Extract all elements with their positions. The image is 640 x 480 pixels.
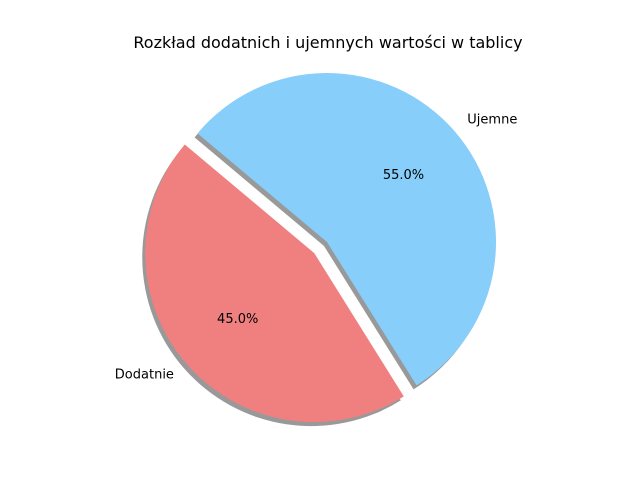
slice-label-dodatnie: Dodatnie [115,368,174,383]
chart-title: Rozkład dodatnich i ujemnych wartości w … [133,33,523,52]
slice-label-ujemne: Ujemne [467,113,517,128]
pie-slices [145,73,496,423]
slice-percent-ujemne: 55.0% [383,168,424,183]
pie-slice-dodatnie [145,144,404,423]
pie-slice-ujemne [197,73,496,386]
pie-labels: Dodatnie 45.0% Ujemne 55.0% [115,113,518,383]
slice-percent-dodatnie: 45.0% [217,312,258,327]
